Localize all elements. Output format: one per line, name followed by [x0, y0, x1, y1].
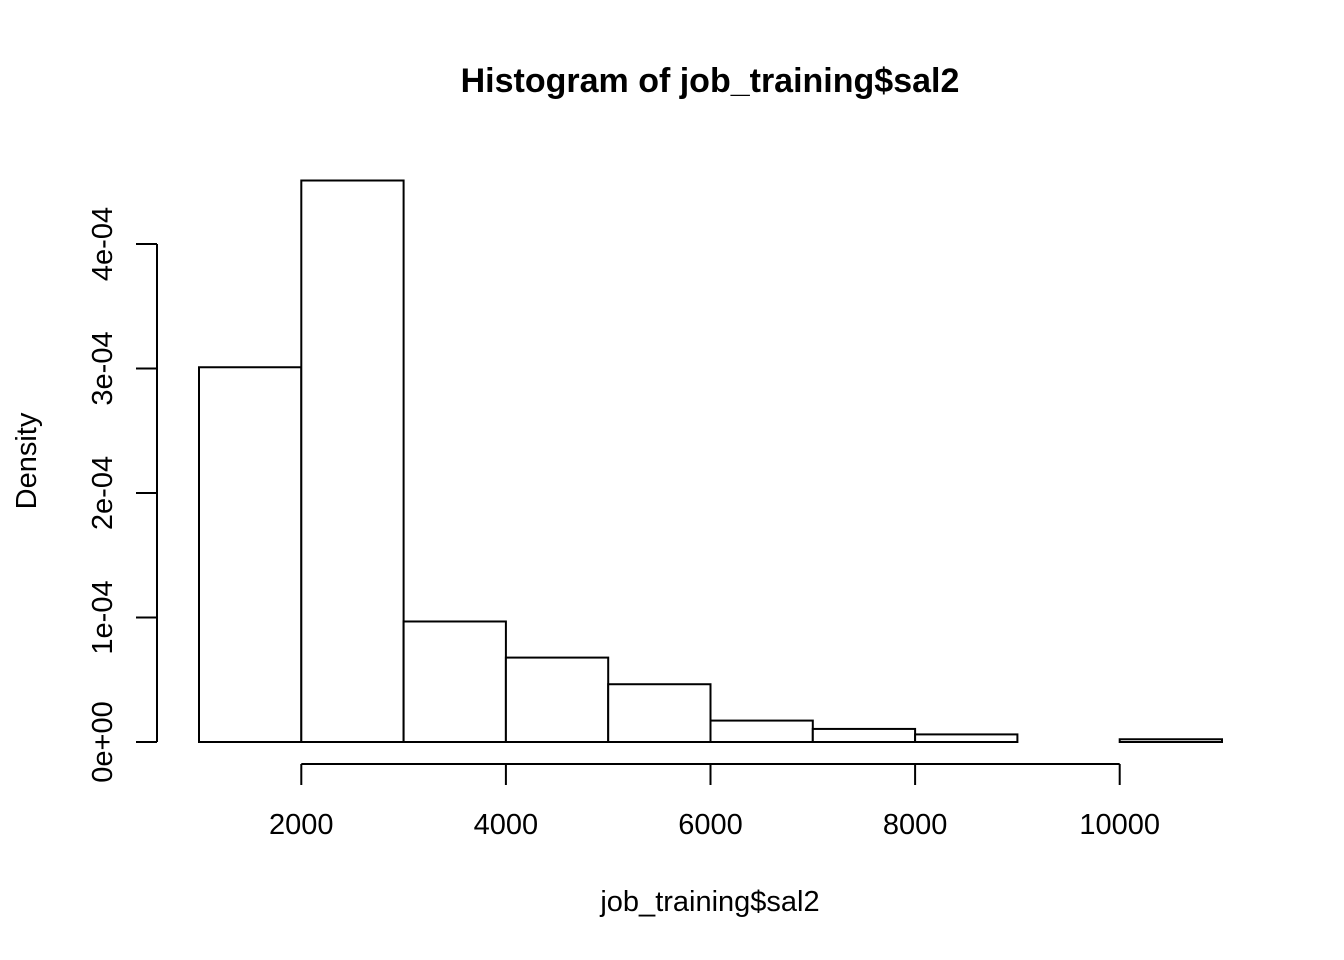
- histogram-bar: [811, 727, 917, 743]
- histogram-bar: [914, 733, 1019, 744]
- y-axis: 0e+00 1e-04 2e-04 3e-04 4e-04: [87, 207, 158, 783]
- y-tick-label: 1e-04: [87, 580, 119, 654]
- histogram-bar: [1118, 738, 1223, 743]
- chart-title: Histogram of job_training$sal2: [461, 62, 960, 100]
- x-tick-label: 2000: [269, 809, 334, 841]
- y-tick-label: 2e-04: [87, 456, 119, 530]
- histogram-bar: [198, 366, 303, 743]
- histogram-bar: [709, 719, 814, 743]
- histogram-bar: [300, 179, 405, 743]
- y-tick-label: 4e-04: [87, 207, 119, 281]
- x-axis-label: job_training$sal2: [599, 886, 819, 918]
- histogram-bars: [198, 179, 1223, 744]
- x-tick-label: 10000: [1079, 809, 1160, 841]
- y-tick-label: 3e-04: [87, 331, 119, 405]
- x-axis: 2000 4000 6000 8000 10000: [269, 763, 1160, 841]
- y-tick-label: 0e+00: [87, 701, 119, 782]
- histogram-bar: [504, 656, 610, 743]
- y-axis-label: Density: [11, 412, 43, 509]
- x-tick-label: 4000: [474, 809, 539, 841]
- x-tick-label: 6000: [678, 809, 743, 841]
- histogram-bar: [607, 683, 712, 743]
- histogram-bar: [402, 620, 507, 744]
- x-tick-label: 8000: [883, 809, 948, 841]
